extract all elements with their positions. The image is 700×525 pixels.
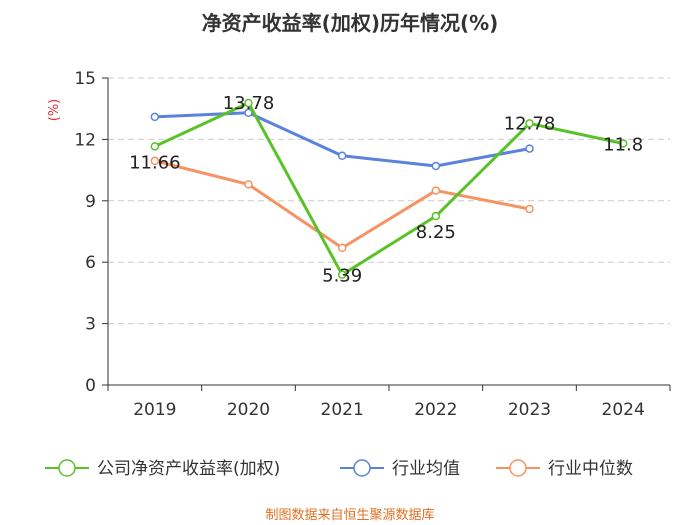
legend-label-industry_avg: 行业均值 — [392, 459, 460, 479]
data-labels: 11.66 13.78 5.39 8.25 12.78 11.8 — [129, 93, 643, 287]
data-point-industry_avg-2021 — [337, 151, 347, 161]
x-tick-label-2020: 2020 — [227, 400, 270, 420]
data-point-company-2020 — [244, 98, 253, 108]
series-lines — [150, 98, 628, 279]
legend-label-company: 公司净资产收益率(加权) — [97, 459, 280, 479]
chart-title: 净资产收益率(加权)历年情况(%) — [202, 11, 499, 35]
series-line-company — [154, 101, 624, 277]
x-tick-label-2024: 2024 — [602, 400, 645, 420]
data-point-industry_median-2022 — [431, 186, 441, 195]
data-point-industry_median-2023 — [525, 204, 534, 214]
legend-item-company[interactable]: 公司净资产收益率(加权) — [45, 459, 280, 479]
data-point-company-2024 — [618, 139, 628, 148]
source-note: 制图数据来自恒生聚源数据库 — [265, 507, 434, 523]
y-axis-ticks: 0 3 6 9 12 15 — [74, 69, 108, 396]
grid-lines — [108, 77, 670, 325]
legend[interactable]: 公司净资产收益率(加权) 行业均值 行业中位数 — [45, 459, 633, 479]
legend-item-industry_median[interactable]: 行业中位数 — [496, 459, 633, 479]
x-tick-label-2019: 2019 — [133, 400, 176, 420]
data-point-industry_median-2021 — [337, 243, 347, 253]
axes — [107, 78, 670, 386]
data-label-2024: 11.8 — [603, 134, 643, 155]
x-tick-label-2023: 2023 — [508, 400, 551, 420]
data-point-industry_median-2020 — [244, 180, 253, 189]
data-point-company-2023 — [525, 119, 534, 128]
data-label-2020: 13.78 — [223, 93, 275, 114]
legend-marker-industry_avg — [353, 459, 371, 477]
y-tick-label-6: 6 — [85, 253, 96, 273]
x-tick-label-2021: 2021 — [321, 400, 364, 420]
data-point-industry_avg-2020 — [244, 108, 253, 118]
y-tick-label-0: 0 — [85, 376, 96, 396]
y-axis-unit-label: (%) — [47, 99, 62, 122]
data-label-2023: 12.78 — [504, 113, 556, 134]
series-line-industry_median — [154, 159, 530, 250]
data-label-2019: 11.66 — [129, 152, 181, 173]
y-tick-label-9: 9 — [85, 192, 96, 212]
data-point-industry_avg-2023 — [525, 144, 534, 153]
data-label-2021: 5.39 — [322, 266, 362, 287]
data-point-industry_avg-2022 — [431, 161, 441, 171]
data-label-2022: 8.25 — [416, 222, 456, 243]
y-tick-label-3: 3 — [85, 315, 96, 335]
x-axis-ticks: 2019 2020 2021 2022 2023 2024 — [107, 385, 671, 420]
legend-label-industry_median: 行业中位数 — [548, 459, 633, 479]
data-point-industry_median-2019 — [150, 156, 160, 166]
data-point-company-2019 — [150, 142, 160, 151]
legend-item-industry_avg[interactable]: 行业均值 — [340, 459, 460, 479]
y-tick-label-12: 12 — [74, 130, 96, 150]
data-point-company-2022 — [431, 211, 441, 221]
legend-marker-company — [58, 459, 76, 477]
legend-marker-industry_median — [509, 459, 527, 477]
data-point-industry_avg-2019 — [150, 112, 160, 122]
data-point-company-2021 — [337, 270, 347, 279]
x-tick-label-2022: 2022 — [414, 400, 457, 420]
y-tick-label-15: 15 — [74, 69, 96, 89]
